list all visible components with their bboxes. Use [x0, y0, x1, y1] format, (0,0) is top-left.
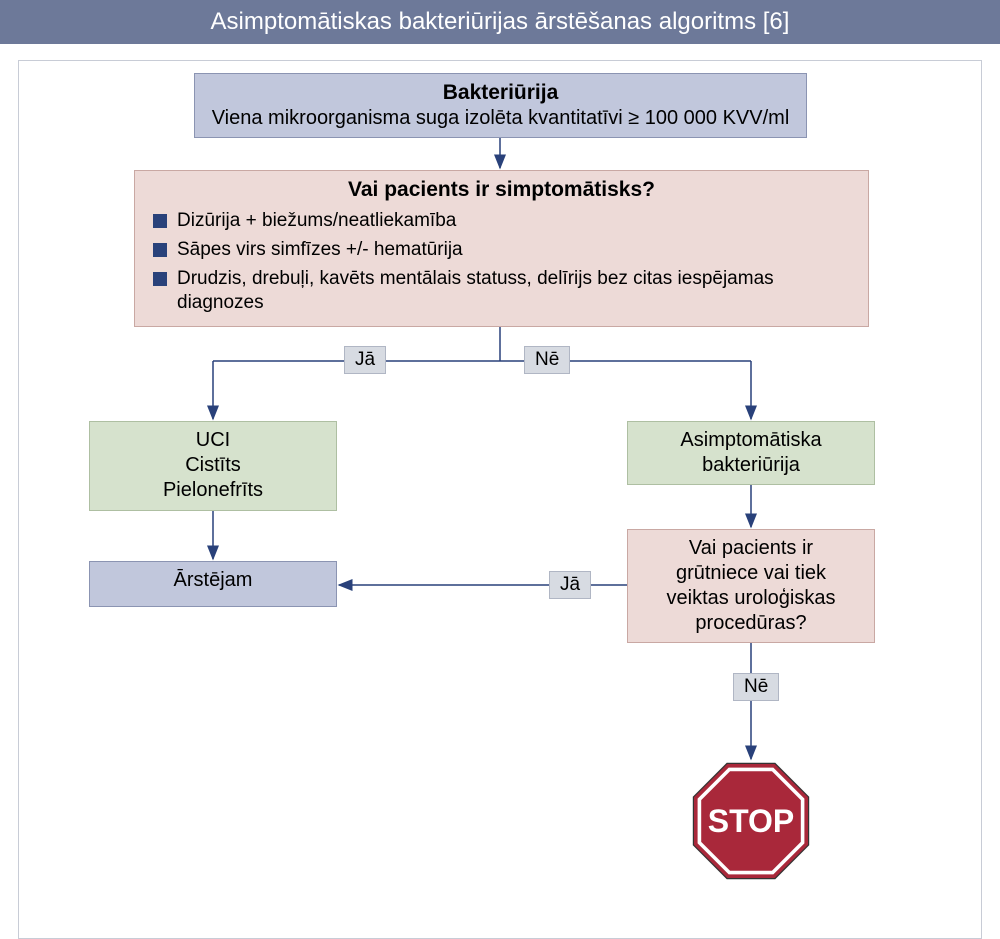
node-symptomatic-question: Vai pacients ir simptomātisks? Dizūrija … [134, 170, 869, 327]
branch-label-yes: Jā [549, 571, 591, 599]
node-bacteriuria-subtitle: Viena mikroorganisma suga izolēta kvanti… [209, 106, 792, 131]
bullet-item: Dizūrija + biežums/neatliekamība [149, 209, 854, 234]
bullet-item: Drudzis, drebuļi, kavēts mentālais statu… [149, 267, 854, 316]
uci-line: Pielonefrīts [104, 478, 322, 503]
node-uci: UCI Cistīts Pielonefrīts [89, 421, 337, 511]
branch-label-yes: Jā [344, 346, 386, 374]
uci-line: Cistīts [104, 453, 322, 478]
stop-sign: STOP [691, 761, 811, 881]
treat-line: Ārstējam [104, 568, 322, 593]
node-bacteriuria-title: Bakteriūrija [209, 80, 792, 106]
stop-text: STOP [691, 761, 811, 881]
flowchart-canvas: Bakteriūrija Viena mikroorganisma suga i… [18, 60, 982, 939]
pregnant-line: grūtniece vai tiek [642, 561, 860, 586]
page: Asimptomātiskas bakteriūrijas ārstēšanas… [0, 0, 1000, 939]
pregnant-line: veiktas uroloģiskas [642, 586, 860, 611]
branch-label-no: Nē [524, 346, 570, 374]
pregnant-line: procedūras? [642, 611, 860, 636]
node-bacteriuria: Bakteriūrija Viena mikroorganisma suga i… [194, 73, 807, 138]
asympt-line: Asimptomātiska [642, 428, 860, 453]
pregnant-line: Vai pacients ir [642, 536, 860, 561]
bullet-item: Sāpes virs simfīzes +/- hematūrija [149, 238, 854, 263]
node-asymptomatic: Asimptomātiska bakteriūrija [627, 421, 875, 485]
node-symptomatic-title: Vai pacients ir simptomātisks? [149, 177, 854, 203]
node-treat: Ārstējam [89, 561, 337, 607]
node-pregnant-question: Vai pacients ir grūtniece vai tiek veikt… [627, 529, 875, 643]
page-title: Asimptomātiskas bakteriūrijas ārstēšanas… [211, 8, 790, 36]
node-symptomatic-bullets: Dizūrija + biežums/neatliekamība Sāpes v… [149, 209, 854, 316]
branch-label-no: Nē [733, 673, 779, 701]
uci-line: UCI [104, 428, 322, 453]
page-title-bar: Asimptomātiskas bakteriūrijas ārstēšanas… [0, 0, 1000, 44]
asympt-line: bakteriūrija [642, 453, 860, 478]
